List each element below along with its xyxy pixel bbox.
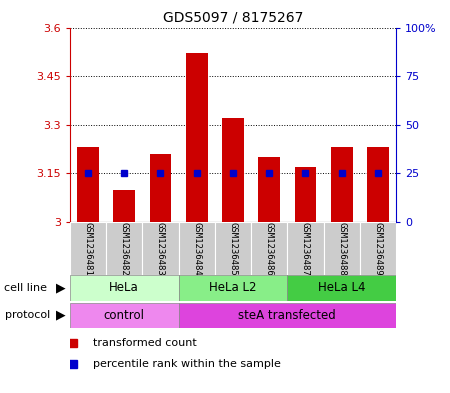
Bar: [251, 222, 287, 275]
Bar: [77, 147, 99, 222]
Bar: [106, 222, 142, 275]
Text: steA transfected: steA transfected: [238, 309, 336, 322]
Text: GSM1236487: GSM1236487: [301, 222, 310, 275]
Text: HeLa L2: HeLa L2: [209, 281, 256, 294]
Bar: [149, 154, 171, 222]
Bar: [360, 222, 396, 275]
Text: transformed count: transformed count: [93, 338, 196, 348]
Text: ▶: ▶: [56, 309, 66, 322]
Text: GSM1236482: GSM1236482: [120, 222, 129, 275]
Text: GSM1236483: GSM1236483: [156, 222, 165, 275]
Text: HeLa L4: HeLa L4: [318, 281, 365, 294]
Text: GSM1236485: GSM1236485: [228, 222, 238, 275]
Bar: [179, 222, 215, 275]
Text: ▶: ▶: [56, 281, 66, 294]
Bar: [70, 303, 179, 328]
Bar: [287, 222, 324, 275]
Bar: [367, 147, 389, 222]
Text: GSM1236489: GSM1236489: [374, 222, 382, 275]
Bar: [258, 157, 280, 222]
Text: protocol: protocol: [4, 310, 50, 320]
Text: cell line: cell line: [4, 283, 48, 293]
Text: GSM1236486: GSM1236486: [265, 222, 274, 275]
Bar: [294, 167, 316, 222]
Bar: [179, 303, 396, 328]
Bar: [70, 275, 179, 301]
Bar: [70, 222, 106, 275]
Bar: [186, 53, 207, 222]
Bar: [215, 222, 251, 275]
Bar: [331, 147, 352, 222]
Title: GDS5097 / 8175267: GDS5097 / 8175267: [163, 11, 303, 25]
Bar: [142, 222, 179, 275]
Text: GSM1236488: GSM1236488: [337, 222, 346, 275]
Text: percentile rank within the sample: percentile rank within the sample: [93, 359, 280, 369]
Text: GSM1236481: GSM1236481: [83, 222, 92, 275]
Bar: [324, 222, 360, 275]
Bar: [287, 275, 396, 301]
Text: HeLa: HeLa: [109, 281, 139, 294]
Text: GSM1236484: GSM1236484: [192, 222, 201, 275]
Bar: [179, 275, 287, 301]
Bar: [113, 190, 135, 222]
Text: control: control: [104, 309, 144, 322]
Bar: [222, 118, 244, 222]
